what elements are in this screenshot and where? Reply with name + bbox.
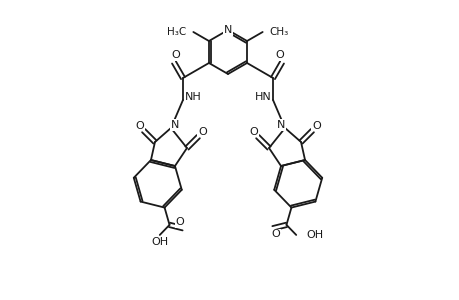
Text: O: O <box>311 121 320 131</box>
Text: H₃C: H₃C <box>167 27 186 37</box>
Text: O: O <box>275 50 284 60</box>
Text: NH: NH <box>184 92 201 102</box>
Text: CH₃: CH₃ <box>269 27 288 37</box>
Text: O: O <box>135 121 144 131</box>
Text: O: O <box>197 127 206 137</box>
Text: OH: OH <box>151 237 168 247</box>
Text: N: N <box>224 25 232 35</box>
Text: O: O <box>249 127 257 137</box>
Text: O: O <box>171 50 180 60</box>
Text: HN: HN <box>254 92 271 102</box>
Text: OH: OH <box>306 230 323 240</box>
Text: N: N <box>276 120 285 130</box>
Text: O: O <box>271 229 280 239</box>
Text: O: O <box>175 217 184 227</box>
Text: N: N <box>170 120 179 130</box>
